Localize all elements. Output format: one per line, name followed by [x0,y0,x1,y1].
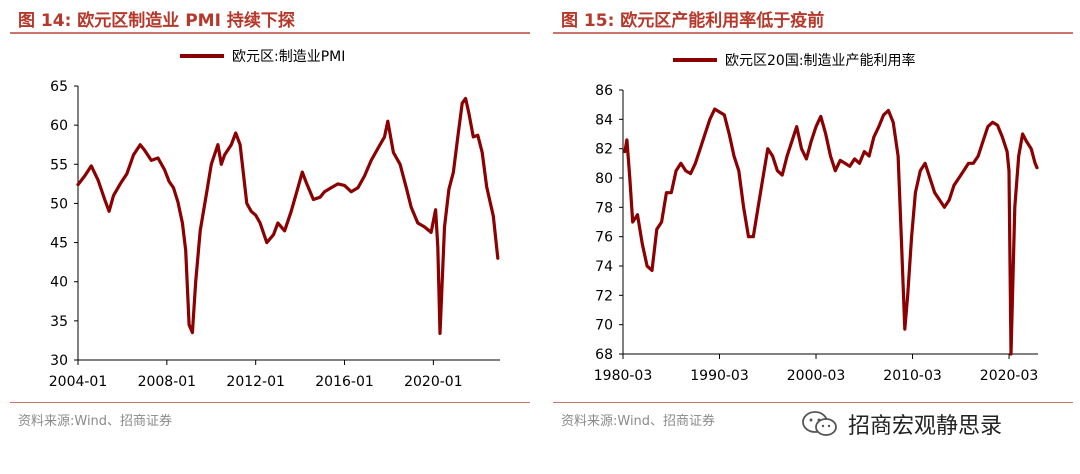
pmi-line-chart: 30 35 40 45 50 55 60 65 2004-01 2008-01 2012-01 201… [49,49,500,390]
x-tick-label: 2012-01 [226,374,285,390]
x-tick-label: 1990-03 [690,368,749,384]
x-tick-label: 2016-01 [315,374,374,390]
y-tick-label: 68 [595,347,613,363]
y-tick-label: 84 [595,112,613,128]
y-tick-label: 78 [595,200,613,216]
source-note: 资料来源:Wind、招商证券 [18,414,173,429]
x-tick-label: 2020-01 [404,374,463,390]
watermark: 招商宏观静思录 [800,408,1002,440]
x-tick-label: 2020-03 [980,368,1039,384]
x-tick-label: 2004-01 [49,374,108,390]
footer-divider [10,402,530,403]
chart-panel-capacity: 图 15: 欧元区产能利用率低于疫前 68 70 72 74 76 78 80 82 84 86 1… [553,0,1073,474]
y-tick-label: 86 [595,83,613,99]
series-line [623,107,1039,356]
legend-label: 欧元区:制造业PMI [232,49,345,65]
x-tick-label: 2000-03 [787,368,846,384]
footer-divider [553,402,1073,403]
y-tick-label: 65 [50,79,68,95]
x-tick-label: 1980-03 [594,368,653,384]
x-tick-label: 2008-01 [138,374,197,390]
y-tick-label: 35 [50,314,68,330]
y-tick-label: 55 [50,157,68,173]
y-tick-label: 50 [50,196,68,212]
y-tick-label: 30 [50,353,68,369]
source-note: 资料来源:Wind、招商证券 [561,414,716,429]
y-tick-label: 40 [50,275,68,291]
wechat-icon [802,411,837,436]
y-tick-label: 76 [595,230,613,246]
chart-title: 图 14: 欧元区制造业 PMI 持续下探 [18,11,295,31]
y-tick-label: 70 [595,318,613,334]
y-tick-label: 80 [595,171,613,187]
watermark-text: 招商宏观静思录 [848,414,1003,439]
title-divider [553,32,1073,34]
title-divider [10,32,530,34]
legend-label: 欧元区20国:制造业产能利用率 [725,52,916,69]
y-tick-label: 60 [50,118,68,134]
x-tick-label: 2010-03 [883,368,942,384]
chart-title: 图 15: 欧元区产能利用率低于疫前 [561,11,825,31]
y-tick-label: 45 [50,236,68,252]
chart-panel-pmi: 图 14: 欧元区制造业 PMI 持续下探 30 35 40 45 50 55 60 65 20… [10,0,530,474]
series-line [76,96,500,335]
y-tick-label: 72 [595,288,613,304]
y-tick-label: 82 [595,142,613,158]
capacity-line-chart: 68 70 72 74 76 78 80 82 84 86 1980-03 1990-03 2000-0… [594,52,1039,384]
y-tick-label: 74 [595,259,613,275]
